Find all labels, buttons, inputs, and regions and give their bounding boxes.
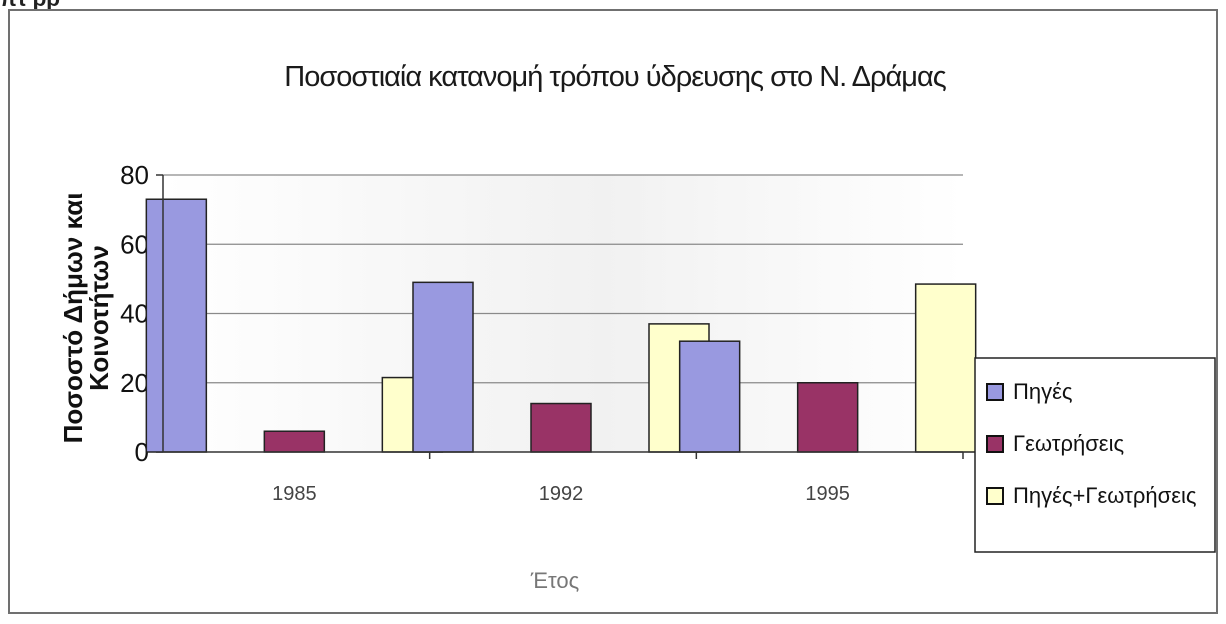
legend: Πηγές Γεωτρήσεις Πηγές+Γεωτρήσεις: [974, 357, 1216, 553]
legend-label: Πηγές+Γεωτρήσεις: [1013, 483, 1197, 508]
legend-swatch: [986, 487, 1004, 505]
x-axis-label: Έτος: [530, 568, 579, 593]
legend-swatch: [986, 383, 1004, 401]
y-tick-label: 20: [120, 368, 149, 398]
bars: [145, 198, 977, 453]
y-axis-label: Ποσοστό Δήμων και Κοινοτήτων: [58, 193, 114, 444]
chart-title: Ποσοστιαία κατανομή τρόπου ύδρευσης στο …: [284, 61, 947, 93]
y-tick-labels: 0 20 40 60 80: [120, 160, 149, 467]
y-axis-label-line2: Κοινοτήτων: [84, 245, 114, 391]
legend-label: Πηγές: [1013, 379, 1073, 404]
bar-Γεωτρήσεις-1995: [796, 382, 859, 453]
y-axis-label-line1: Ποσοστό Δήμων και: [58, 193, 88, 444]
legend-box: [974, 357, 1216, 553]
bar-Πηγές-1985: [145, 198, 208, 453]
x-tick-label: 1985: [272, 483, 317, 505]
bar-Γεωτρήσεις-1992: [530, 402, 592, 453]
y-tick-label: 60: [120, 229, 149, 259]
legend-swatch: [986, 435, 1004, 453]
bar-Πηγές-1995: [678, 340, 741, 453]
bar-Πηγές-1992: [412, 281, 474, 453]
legend-label: Γεωτρήσεις: [1013, 431, 1124, 456]
y-tick-label: 40: [120, 299, 149, 329]
bar-Πηγές+Γεωτρήσεις-1995: [914, 283, 977, 453]
header-fragment: πτ ρρ: [0, 0, 60, 12]
x-tick-label: 1995: [805, 483, 850, 505]
y-tick-label: 0: [135, 437, 149, 467]
bar-Γεωτρήσεις-1985: [263, 430, 326, 453]
x-tick-label: 1992: [539, 483, 584, 505]
y-tick-label: 80: [120, 160, 149, 190]
x-tick-labels: 1985 1992 1995: [272, 452, 964, 505]
